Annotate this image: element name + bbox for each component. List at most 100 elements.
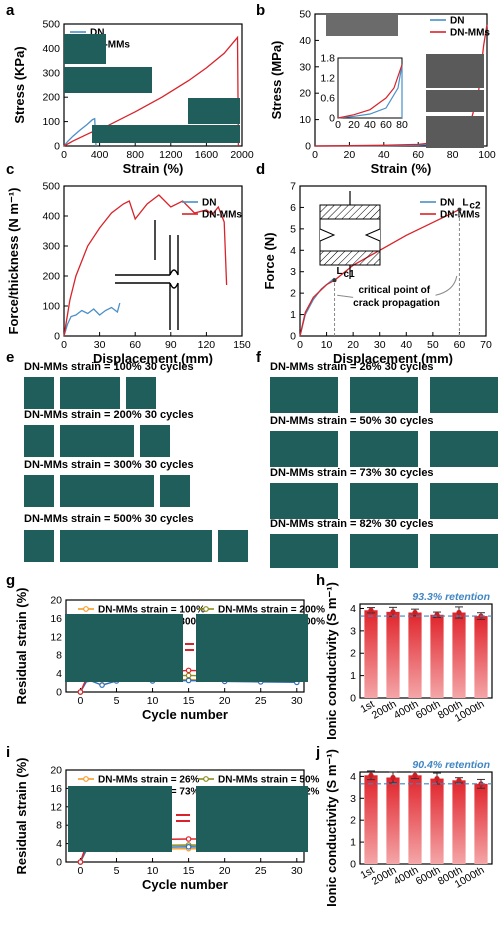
y-tick-label: 100 — [42, 301, 60, 313]
annotation-arrow — [435, 275, 458, 296]
bar-200th — [386, 611, 400, 698]
legend-label: DN — [90, 28, 104, 39]
photo-e3-a — [24, 475, 54, 507]
y-axis-label: Ionic conductivity (S m⁻¹) — [324, 749, 339, 907]
x-tick-label: 0 — [78, 695, 84, 707]
y-tick-label: 0 — [54, 141, 60, 153]
data-point — [185, 672, 192, 679]
panel-label-g: g — [6, 572, 15, 589]
legend-label: DN-MMs — [450, 28, 490, 39]
annotation-l: L — [337, 266, 343, 277]
y-tick-label: 0 — [350, 693, 356, 705]
panel-e: DN-MMs strain = 100% 30 cycles DN-MMs st… — [24, 361, 248, 562]
inset-y-tick-label: 0.6 — [320, 93, 335, 105]
x-axis-label: Strain (%) — [123, 161, 184, 176]
inset-x-tick-label: 0 — [335, 119, 341, 131]
panel-label-b: b — [256, 2, 265, 19]
panel-label-c: c — [6, 161, 14, 178]
y-tick-label: 10 — [299, 114, 311, 126]
photo-e1-b — [60, 377, 120, 409]
bar-600th — [430, 778, 444, 864]
y-tick-label: 30 — [299, 61, 311, 73]
photo-f2-b — [350, 431, 418, 467]
panel-f-caption-4: DN-MMs strain = 82% 30 cycles — [270, 518, 434, 530]
peel-schematic-icon — [115, 220, 179, 330]
y-tick-label: 6 — [290, 202, 296, 214]
chart-panel-c: 0 30 60 90 120 150 0 100 200 300 400 500 Displacemen… — [6, 181, 251, 367]
bar-mean-marker — [412, 609, 418, 616]
x-tick-label: 400 — [91, 149, 109, 161]
series-line-1 — [63, 35, 240, 147]
x-tick-label: 0 — [297, 339, 303, 351]
bar-mean-marker — [456, 777, 462, 783]
x-tick-label: 30 — [94, 339, 106, 351]
y-axis-label: Force/thickness (N m⁻¹) — [6, 187, 21, 334]
x-tick-label: 20 — [347, 339, 359, 351]
specimen-photo-a4 — [92, 125, 240, 143]
x-tick-label: 80 — [447, 149, 459, 161]
inset-y-tick-label: 1.8 — [320, 53, 335, 65]
legend-label: DN — [440, 198, 454, 209]
bar-mean-marker — [368, 607, 374, 613]
y-tick-label: 0 — [350, 859, 356, 871]
inset-y-tick-label: 1.2 — [320, 73, 335, 85]
y-axis-label: Residual strain (%) — [14, 587, 29, 704]
y-tick-label: 8 — [56, 650, 62, 662]
bar-800th — [452, 612, 466, 698]
x-tick-label: 15 — [183, 695, 195, 707]
x-axis-label: Cycle number — [142, 877, 228, 892]
x-tick-label: 40 — [400, 339, 412, 351]
panel-label-e: e — [6, 349, 14, 366]
y-tick-label: 3 — [350, 793, 356, 805]
y-tick-label: 300 — [42, 67, 60, 79]
x-tick-label: 15 — [183, 865, 195, 877]
x-tick-label: 100 — [478, 149, 496, 161]
legend-label: DN — [202, 198, 216, 209]
y-tick-label: 200 — [42, 271, 60, 283]
x-axis-label: Strain (%) — [371, 161, 432, 176]
y-tick-label: 20 — [50, 595, 62, 607]
y-tick-label: 7 — [290, 181, 296, 193]
y-tick-label: 100 — [42, 116, 60, 128]
data-point — [77, 859, 84, 865]
y-tick-label: 16 — [50, 783, 62, 795]
specimen-photo-release — [426, 116, 484, 148]
y-tick-label: 4 — [56, 838, 62, 850]
y-tick-label: 4 — [56, 668, 62, 680]
inset-x-tick-label: 80 — [396, 119, 408, 131]
x-tick-label: 30 — [291, 865, 303, 877]
annotation-critical-2: crack propagation — [353, 298, 440, 309]
bar-mean-marker — [456, 609, 462, 616]
specimen-photo-original — [426, 54, 484, 88]
series-line-1 — [299, 209, 460, 337]
x-tick-label: 1600 — [195, 149, 219, 161]
panel-e-caption-1: DN-MMs strain = 100% 30 cycles — [24, 361, 194, 373]
photo-f1-b — [350, 377, 418, 413]
photo-group-g — [65, 614, 308, 682]
photo-group-i — [68, 786, 308, 852]
photo-f2-c — [430, 431, 498, 467]
photo-e1-c — [126, 377, 156, 409]
bar-mean-marker — [412, 772, 418, 778]
retention-annotation: 90.4% retention — [412, 759, 490, 771]
x-tick-label: 20 — [219, 865, 231, 877]
x-tick-label: 120 — [198, 339, 216, 351]
legend-label: DN-MMs strain = 50% — [218, 775, 320, 786]
y-tick-label: 2 — [350, 648, 356, 660]
photo-f4-c — [430, 534, 498, 568]
y-tick-label: 1 — [350, 837, 356, 849]
legend-label: DN-MMs — [440, 210, 480, 221]
x-tick-label: 0 — [61, 339, 67, 351]
x-tick-label: 20 — [344, 149, 356, 161]
x-tick-label: 70 — [480, 339, 492, 351]
x-tick-label: 2000 — [230, 149, 254, 161]
inset-y-tick-label: 0 — [329, 113, 335, 125]
panel-label-a: a — [6, 2, 15, 19]
panel-label-d: d — [256, 161, 265, 178]
photo-group-b — [326, 14, 484, 148]
inset-series-dn-mms — [337, 64, 403, 119]
x-tick-label: 60 — [129, 339, 141, 351]
y-axis-label: Force (N) — [262, 232, 277, 289]
data-point — [99, 682, 105, 688]
